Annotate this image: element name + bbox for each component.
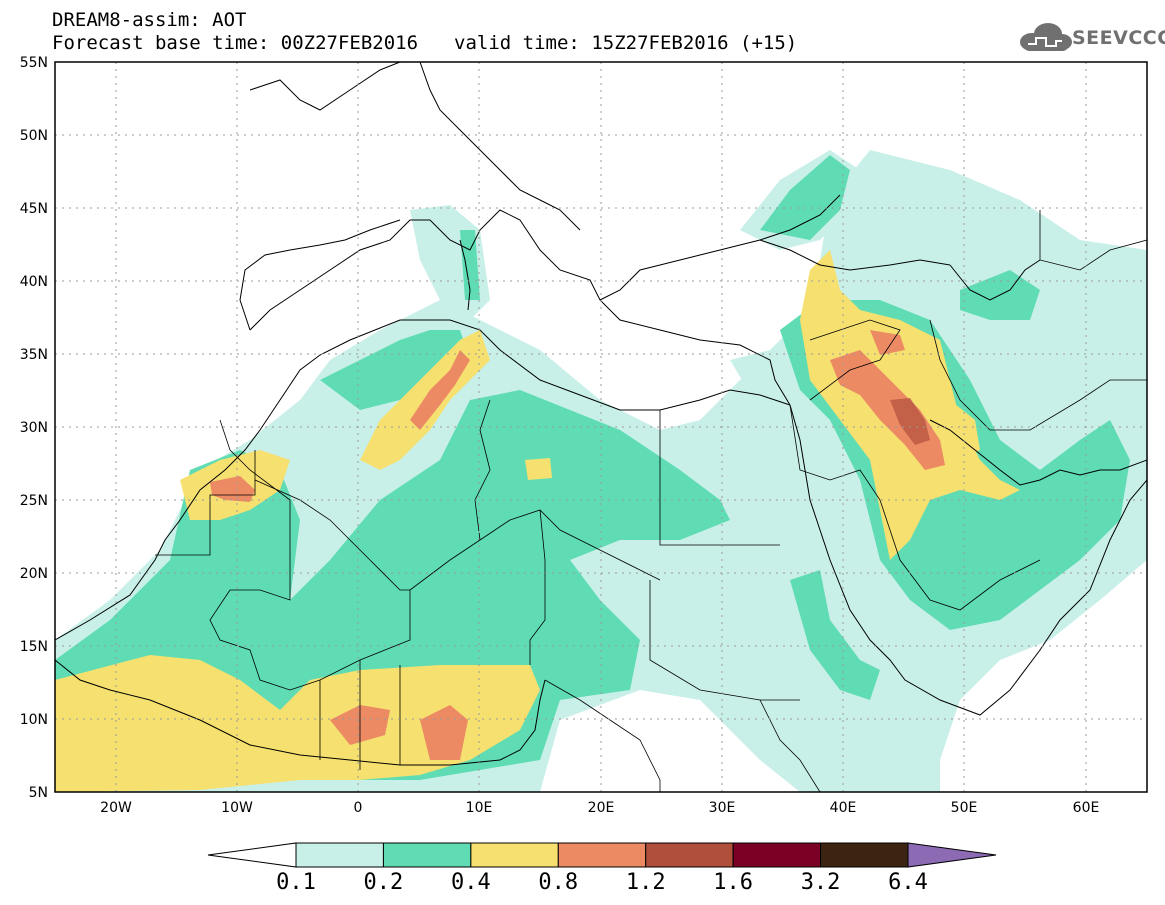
coastlines — [55, 62, 1147, 766]
lat-tick: 5N — [29, 785, 48, 801]
map-title: DREAM8-assim: AOT — [52, 9, 247, 31]
colorbar-swatch — [382, 842, 472, 868]
colorbar-label: 6.4 — [888, 870, 928, 895]
lat-tick: 45N — [20, 201, 48, 217]
lon-tick: 30E — [709, 800, 736, 816]
lat-tick: 35N — [20, 347, 48, 363]
lon-axis: 20W 10W 0 10E 20E 30E 40E 50E 60E — [100, 800, 1099, 816]
lon-tick: 40E — [830, 800, 857, 816]
lat-tick: 55N — [20, 55, 48, 71]
map-frame — [54, 61, 1148, 793]
valid-time: valid time: 15Z27FEB2016 (+15) — [454, 32, 798, 54]
colorbar-label: 3.2 — [801, 870, 841, 895]
logo-text: SEEVCCC — [1072, 27, 1165, 49]
country-borders — [155, 210, 1147, 792]
forecast-times: Forecast base time: 00Z27FEB2016 valid ti… — [52, 33, 797, 53]
colorbar-swatch — [820, 842, 909, 868]
lat-tick: 20N — [20, 566, 48, 582]
lon-tick: 10E — [466, 800, 493, 816]
colorbar-swatch — [557, 842, 647, 868]
colorbar-label: 1.6 — [713, 870, 753, 895]
colorbar-over-triangle — [907, 842, 997, 868]
colorbar: 0.1 0.2 0.4 0.8 1.2 1.6 3.2 6.4 — [207, 842, 997, 895]
colorbar-under-triangle — [207, 842, 297, 868]
colorbar-label: 1.2 — [626, 870, 666, 895]
grid — [55, 62, 1147, 792]
lon-tick: 10W — [221, 800, 253, 816]
colorbar-label: 0.8 — [538, 870, 578, 895]
lon-tick: 20E — [588, 800, 615, 816]
lon-tick: 60E — [1073, 800, 1100, 816]
colorbar-swatch — [732, 842, 822, 868]
lat-tick: 30N — [20, 420, 48, 436]
lat-tick: 15N — [20, 639, 48, 655]
seevccc-logo — [1020, 23, 1072, 51]
lat-tick: 25N — [20, 493, 48, 509]
colorbar-swatch — [295, 842, 384, 868]
colorbar-label: 0.2 — [364, 870, 404, 895]
lat-tick: 40N — [20, 274, 48, 290]
lon-tick: 20W — [100, 800, 132, 816]
colorbar-label: 0.1 — [276, 870, 316, 895]
lat-axis: 55N 50N 45N 40N 35N 30N 25N 20N 15N 10N … — [20, 55, 48, 801]
aot-field-1.2 — [890, 398, 930, 445]
lon-tick: 0 — [354, 800, 363, 816]
lat-tick: 10N — [20, 712, 48, 728]
base-time: Forecast base time: 00Z27FEB2016 — [52, 32, 419, 54]
lat-tick: 50N — [20, 128, 48, 144]
colorbar-swatch — [645, 842, 734, 868]
colorbar-label: 0.4 — [451, 870, 491, 895]
lon-tick: 50E — [951, 800, 978, 816]
colorbar-swatch — [470, 842, 559, 868]
